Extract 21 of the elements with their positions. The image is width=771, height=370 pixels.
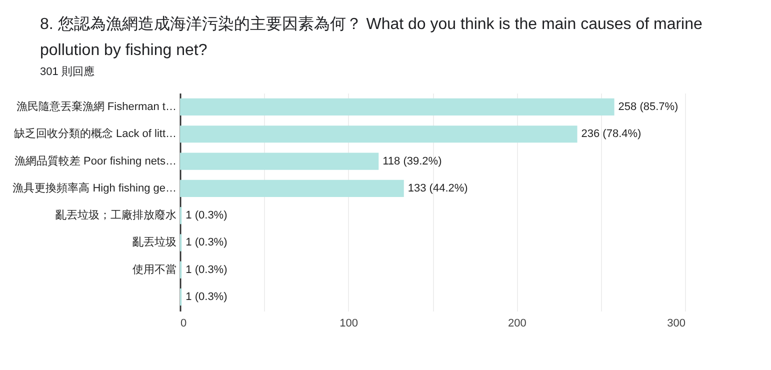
y-tick-label: 缺乏回收分類的概念 Lack of litt… — [14, 127, 176, 140]
data-label: 133 (44.2%) — [408, 182, 468, 194]
y-tick-label: 使用不當 — [132, 262, 176, 276]
data-label: 236 (78.4%) — [581, 128, 642, 140]
data-label: 1 (0.3%) — [186, 291, 228, 304]
data-label: 118 (39.2%) — [382, 155, 442, 168]
text: 301 則回應 — [40, 64, 94, 79]
x-tick-label: 300 — [667, 318, 686, 330]
y-tick-label: 漁民隨意丟棄漁網 Fisherman t… — [16, 100, 176, 113]
data-label: 258 (85.7%) — [618, 100, 678, 113]
y-tick-label: 亂丟垃圾 — [132, 236, 176, 249]
data-label: 1 (0.3%) — [186, 264, 228, 276]
y-tick-label: 漁具更換頻率高 High fishing ge… — [12, 181, 176, 194]
x-tick-label: 100 — [340, 318, 358, 330]
x-tick-label: 200 — [508, 318, 526, 330]
chart-title: 8. 您認為漁網造成海洋污染的主要因素為何？ What do you think is the main causes of marine pollution by fishing net? — [40, 14, 704, 61]
y-tick-label: 漁網品質較差 Poor fishing nets… — [14, 154, 176, 168]
data-label: 1 (0.3%) — [186, 210, 228, 222]
x-tick-label: 0 — [180, 318, 187, 330]
y-tick-label: 亂丟垃圾；工廠排放廢水 — [56, 208, 176, 222]
data-label: 1 (0.3%) — [186, 236, 228, 249]
